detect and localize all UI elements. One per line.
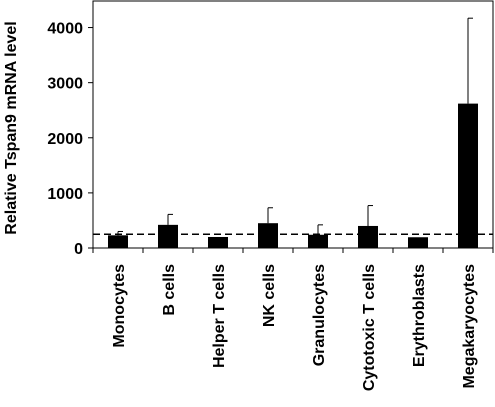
plot-area: 0 1000 2000 3000 4000 Monocytes B cells Helper … <box>47 0 494 391</box>
bar <box>208 236 228 248</box>
x-category-label: NK cells <box>261 264 278 327</box>
x-category-label: Erythroblasts <box>411 264 428 367</box>
bar <box>458 103 478 248</box>
y-axis-label: Relative Tspan9 mRNA level <box>3 21 20 234</box>
bar <box>358 225 378 248</box>
bar <box>258 223 278 248</box>
x-category-label: Granulocytes <box>311 264 328 366</box>
bar <box>308 234 328 248</box>
x-category-label: Helper T cells <box>211 264 228 368</box>
bar <box>408 237 428 248</box>
x-category-label: B cells <box>161 264 178 316</box>
y-tick-label: 4000 <box>47 21 83 38</box>
bar <box>108 235 128 248</box>
x-category-label: Megakaryocytes <box>461 264 478 389</box>
x-category-label: Monocytes <box>111 264 128 348</box>
y-tick-label: 0 <box>74 241 83 258</box>
bar <box>158 224 178 248</box>
plot-frame <box>92 0 494 249</box>
y-tick-label: 3000 <box>47 76 83 93</box>
y-tick-label: 1000 <box>47 186 83 203</box>
y-tick-label: 2000 <box>47 131 83 148</box>
x-category-label: Cytotoxic T cells <box>361 264 378 391</box>
